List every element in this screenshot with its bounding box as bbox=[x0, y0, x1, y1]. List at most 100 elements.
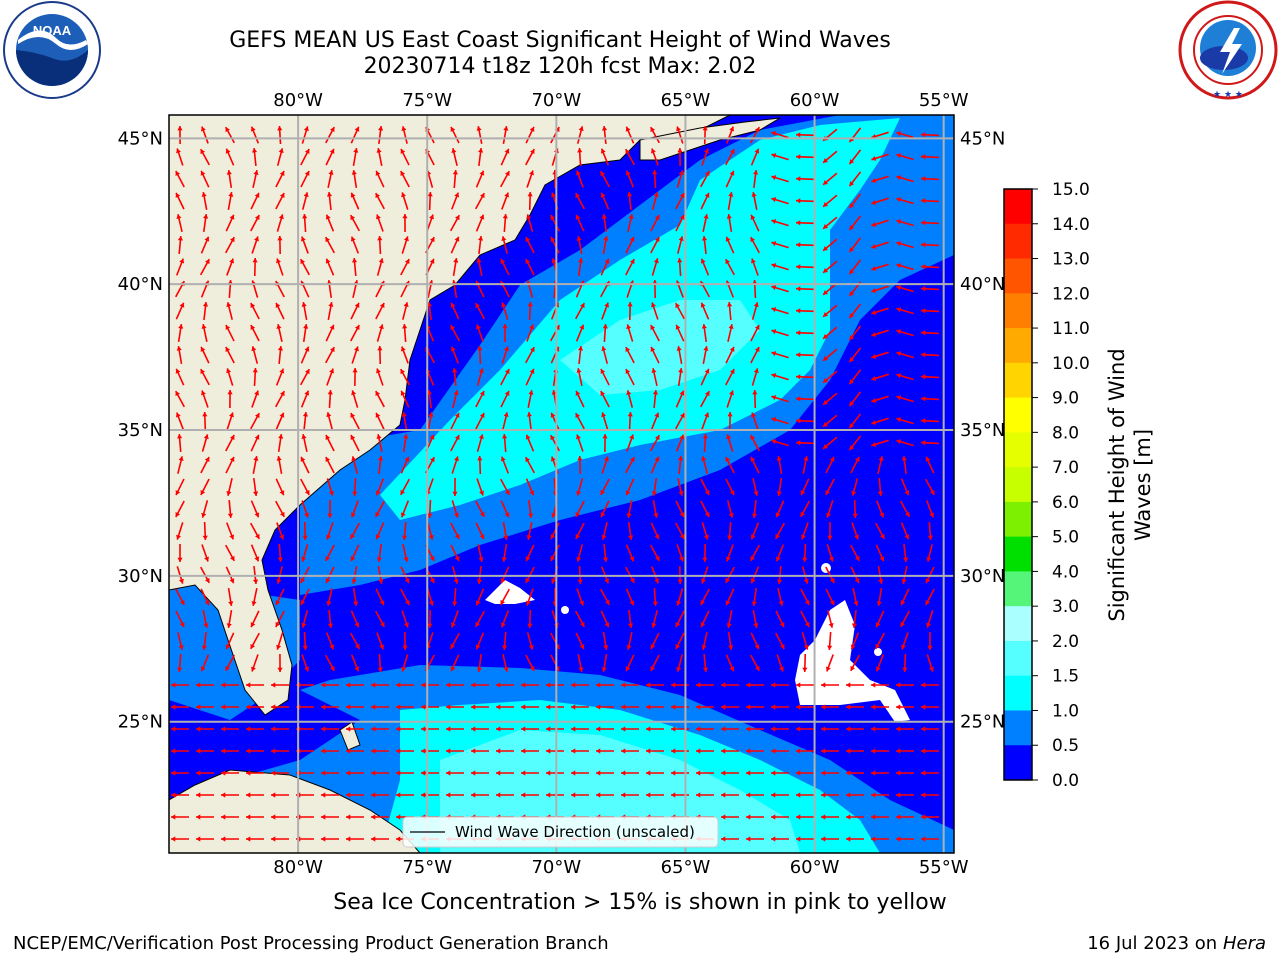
wave-direction-arrow bbox=[771, 417, 789, 425]
wave-direction-arrow bbox=[775, 500, 785, 518]
wave-direction-arrow bbox=[396, 770, 414, 776]
wave-direction-arrow bbox=[626, 191, 633, 211]
wave-direction-arrow bbox=[249, 522, 261, 540]
wave-direction-arrow bbox=[750, 434, 760, 452]
wave-direction-arrow bbox=[276, 324, 283, 342]
wave-direction-arrow bbox=[251, 147, 258, 167]
wave-direction-arrow bbox=[771, 814, 789, 820]
wave-direction-arrow bbox=[526, 522, 533, 540]
wave-direction-arrow bbox=[821, 726, 839, 732]
wave-direction-arrow bbox=[501, 302, 509, 320]
wave-direction-arrow bbox=[527, 301, 533, 321]
wave-direction-arrow bbox=[474, 610, 486, 628]
wave-direction-arrow bbox=[400, 258, 410, 276]
wave-direction-arrow bbox=[527, 609, 533, 629]
wave-direction-arrow bbox=[576, 478, 584, 496]
wave-direction-arrow bbox=[677, 147, 683, 167]
lon-tick-label: 65°W bbox=[661, 90, 711, 111]
wave-direction-arrow bbox=[421, 682, 439, 688]
wave-direction-arrow bbox=[350, 500, 359, 518]
wave-direction-arrow bbox=[351, 169, 358, 189]
wave-direction-arrow bbox=[920, 396, 940, 402]
wave-direction-arrow bbox=[550, 544, 560, 562]
wave-direction-arrow bbox=[750, 214, 760, 232]
wave-direction-arrow bbox=[771, 131, 789, 139]
wave-direction-arrow bbox=[401, 654, 409, 672]
wave-direction-arrow bbox=[771, 329, 789, 337]
legend-label: Wind Wave Direction (unscaled) bbox=[455, 823, 695, 841]
wave-direction-arrow bbox=[526, 324, 535, 342]
colorbar-tick-label: 7.0 bbox=[1052, 458, 1079, 478]
wave-direction-arrow bbox=[221, 682, 239, 688]
wave-direction-arrow bbox=[627, 609, 634, 629]
wave-direction-arrow bbox=[175, 170, 185, 188]
wave-direction-arrow bbox=[252, 367, 258, 387]
wave-direction-arrow bbox=[175, 302, 185, 320]
wave-direction-arrow bbox=[920, 242, 940, 248]
wave-direction-arrow bbox=[602, 323, 608, 343]
wave-direction-arrow bbox=[771, 704, 789, 710]
wave-direction-arrow bbox=[822, 326, 838, 340]
wave-direction-arrow bbox=[271, 814, 289, 820]
wave-direction-arrow bbox=[301, 654, 310, 672]
wave-direction-arrow bbox=[471, 748, 489, 754]
wave-direction-arrow bbox=[550, 522, 560, 540]
colorbar-tick-label: 4.0 bbox=[1052, 562, 1079, 582]
wave-direction-arrow bbox=[575, 610, 585, 628]
svg-text:★ ★ ★: ★ ★ ★ bbox=[1213, 90, 1243, 100]
wave-direction-arrow bbox=[325, 632, 335, 650]
wave-direction-arrow bbox=[625, 236, 635, 254]
wave-direction-arrow bbox=[271, 792, 289, 798]
wave-direction-arrow bbox=[346, 770, 364, 776]
footer-date-text: 16 Jul 2023 on bbox=[1087, 933, 1223, 954]
wave-direction-arrow bbox=[726, 126, 735, 144]
wave-direction-arrow bbox=[275, 192, 285, 210]
wave-direction-arrow bbox=[822, 370, 838, 384]
colorbar-swatch bbox=[1004, 189, 1032, 225]
wave-direction-arrow bbox=[751, 368, 759, 386]
wave-direction-arrow bbox=[921, 682, 939, 688]
wave-direction-arrow bbox=[850, 456, 860, 474]
wave-direction-arrow bbox=[250, 434, 260, 452]
wave-direction-arrow bbox=[896, 131, 914, 139]
legend-box bbox=[402, 816, 719, 848]
lat-tick-label: 40°N bbox=[118, 274, 163, 295]
wave-direction-arrow bbox=[421, 704, 439, 710]
wave-direction-arrow bbox=[475, 390, 485, 408]
wave-direction-arrow bbox=[478, 147, 484, 167]
wave-direction-arrow bbox=[376, 632, 385, 650]
wave-direction-arrow bbox=[252, 170, 259, 188]
wave-direction-arrow bbox=[900, 478, 910, 496]
colorbar-swatch bbox=[1004, 710, 1032, 746]
wave-direction-arrow bbox=[575, 324, 585, 342]
wave-direction-arrow bbox=[571, 704, 589, 710]
wave-direction-arrow bbox=[827, 610, 834, 628]
wave-direction-arrow bbox=[446, 704, 464, 710]
wave-direction-arrow bbox=[652, 389, 659, 409]
wave-direction-arrow bbox=[402, 544, 409, 562]
wave-direction-arrow bbox=[376, 324, 384, 342]
wave-direction-arrow bbox=[502, 521, 509, 541]
wave-direction-arrow bbox=[727, 631, 734, 651]
wave-direction-arrow bbox=[375, 390, 385, 408]
wave-direction-arrow bbox=[346, 748, 364, 754]
wave-direction-arrow bbox=[196, 836, 214, 842]
wave-direction-arrow bbox=[771, 373, 789, 381]
wave-direction-arrow bbox=[795, 220, 815, 226]
wave-direction-arrow bbox=[750, 456, 760, 474]
wave-direction-arrow bbox=[821, 704, 839, 710]
wave-direction-arrow bbox=[848, 325, 862, 341]
wave-direction-arrow bbox=[625, 126, 635, 144]
wave-direction-arrow bbox=[476, 653, 482, 673]
wave-direction-arrow bbox=[701, 235, 708, 255]
wave-direction-arrow bbox=[375, 170, 385, 188]
wave-direction-arrow bbox=[546, 682, 564, 688]
wave-direction-arrow bbox=[253, 477, 259, 497]
map-frame bbox=[168, 114, 955, 854]
wave-direction-arrow bbox=[726, 213, 733, 233]
wave-direction-arrow bbox=[826, 500, 834, 518]
wave-direction-arrow bbox=[377, 455, 384, 475]
map-plot-area bbox=[169, 115, 954, 853]
wave-direction-arrow bbox=[352, 477, 358, 497]
wave-direction-arrow bbox=[301, 126, 309, 144]
